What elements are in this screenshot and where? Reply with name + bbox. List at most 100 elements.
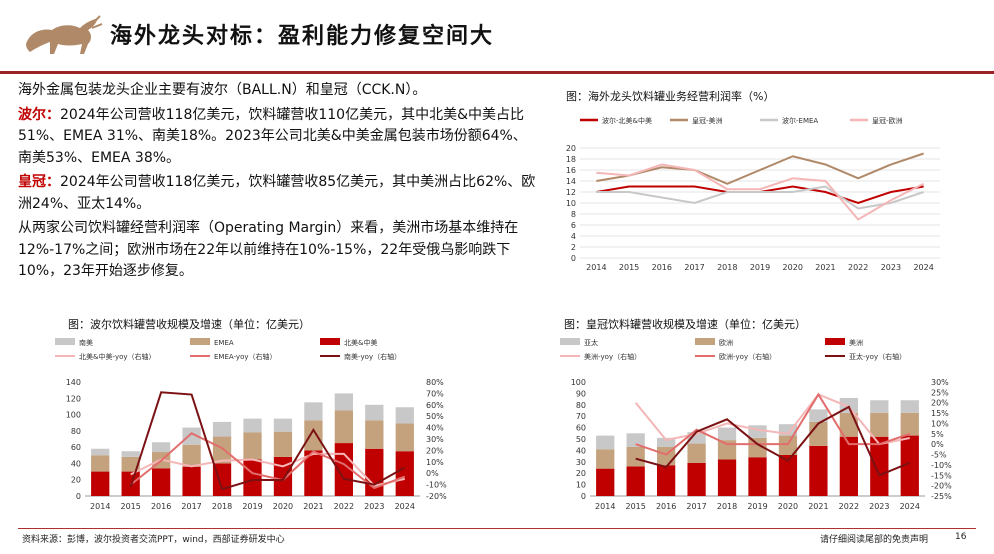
- header: 海外龙头对标：盈利能力修复空间大: [0, 0, 994, 70]
- bar-segment: [870, 400, 889, 413]
- y2-tick-label: 0%: [426, 469, 439, 478]
- y2-tick-label: 15%: [931, 409, 949, 418]
- y-tick-label: 60: [71, 443, 81, 452]
- bar-segment: [304, 420, 323, 451]
- x-tick-label: 2020: [778, 502, 798, 511]
- series-line: [596, 152, 924, 185]
- legend-label: 北美&中美-yoy（右轴）: [79, 352, 156, 361]
- x-tick-label: 2021: [815, 263, 835, 272]
- y2-tick-label: -20%: [931, 482, 952, 491]
- yoy-line: [130, 452, 405, 487]
- bar-segment: [778, 424, 798, 436]
- legend-label: 波尔-EMEA: [782, 116, 818, 125]
- x-tick-label: 2022: [839, 502, 859, 511]
- bar-segment: [273, 418, 293, 432]
- bar-segment: [687, 443, 706, 463]
- bar-segment: [748, 425, 767, 438]
- x-tick-label: 2017: [686, 502, 706, 511]
- y2-tick-label: 25%: [931, 388, 949, 397]
- para-margin: 从两家公司饮料罐经营利润率（Operating Margin）来看，美洲市场基本…: [18, 220, 519, 279]
- y2-tick-label: -20%: [426, 492, 447, 501]
- y2-tick-label: 20%: [426, 446, 444, 455]
- bar-segment: [900, 435, 919, 496]
- y-tick-label: 40: [576, 446, 586, 455]
- bar-segment: [91, 448, 110, 456]
- y2-tick-label: -10%: [426, 481, 447, 490]
- x-tick-label: 2018: [717, 502, 737, 511]
- legend-label: 波尔-北美&中美: [602, 116, 652, 125]
- y-tick-label: 10: [566, 199, 576, 208]
- bar-segment: [778, 454, 798, 496]
- y2-tick-label: 10%: [426, 458, 444, 467]
- chart3-title: 图：皇冠饮料罐营收规模及增速（单位：亿美元）: [564, 318, 806, 331]
- legend-label: EMEA: [214, 339, 234, 347]
- x-tick-label: 2023: [881, 263, 901, 272]
- bar-segment: [121, 456, 140, 472]
- ball-lead: 波尔：: [18, 106, 60, 123]
- title-divider: [0, 71, 994, 74]
- bar-segment: [182, 444, 201, 467]
- x-tick-label: 2020: [783, 263, 803, 272]
- x-tick-label: 2017: [181, 502, 201, 511]
- bar-segment: [596, 449, 615, 469]
- legend-label: 亚太: [584, 338, 598, 347]
- y2-tick-label: 30%: [426, 435, 444, 444]
- legend-label: 亚太-yoy（右轴）: [849, 352, 906, 361]
- legend-label: 欧洲: [719, 338, 733, 347]
- summary-text: 海外金属包装龙头企业主要有波尔（BALL.N）和皇冠（CCK.N）。 波尔：20…: [18, 80, 538, 286]
- legend-label: 南美-yoy（右轴）: [344, 352, 401, 361]
- y-tick-label: 20: [566, 144, 576, 153]
- y-tick-label: 120: [66, 394, 81, 403]
- yoy-line: [129, 391, 406, 491]
- chart2-title: 图：波尔饮料罐营收规模及增速（单位：亿美元）: [68, 318, 310, 331]
- bar-segment: [717, 459, 737, 496]
- legend-swatch: [190, 338, 210, 345]
- legend-label: 美洲-yoy（右轴）: [584, 352, 641, 361]
- y2-tick-label: 40%: [426, 424, 444, 433]
- bar-segment: [152, 442, 171, 453]
- y-tick-label: 12: [566, 188, 576, 197]
- legend-label: 北美&中美: [344, 338, 377, 347]
- y2-tick-label: 10%: [931, 419, 949, 428]
- y2-tick-label: -10%: [931, 461, 952, 470]
- series-line: [596, 185, 924, 210]
- y-tick-label: 8: [571, 210, 576, 219]
- x-tick-label: 2020: [273, 502, 293, 511]
- bar-segment: [657, 437, 676, 447]
- series-line: [596, 163, 925, 221]
- bar-segment: [304, 450, 323, 496]
- bar-segment: [334, 443, 353, 496]
- bar-segment: [687, 462, 706, 496]
- bar-segment: [273, 456, 293, 496]
- y-tick-label: 80: [576, 401, 586, 410]
- x-tick-label: 2022: [334, 502, 354, 511]
- y-tick-label: 14: [566, 177, 576, 186]
- bar-segment: [900, 400, 919, 413]
- legend-label: 皇冠-美洲: [692, 116, 723, 125]
- y-tick-label: 0: [581, 492, 586, 501]
- bar-segment: [91, 471, 110, 496]
- bar-segment: [395, 423, 414, 452]
- bar-segment: [243, 418, 262, 433]
- bar-segment: [717, 440, 737, 460]
- margin-line-chart: 波尔-北美&中美 皇冠-美洲 波尔-EMEA 皇冠-欧洲 0 2 4 6 8 10 12 14 16 18…: [566, 116, 940, 272]
- x-tick-label: 2019: [242, 502, 262, 511]
- bar-segment: [152, 468, 171, 496]
- y-tick-label: 16: [566, 166, 576, 175]
- y2-tick-label: 30%: [931, 378, 949, 387]
- legend-swatch: [560, 338, 580, 345]
- chart1-title: 图：海外龙头饮料罐业务经营利润率（%）: [566, 90, 775, 103]
- y2-tick-label: 0%: [931, 440, 944, 449]
- bar-segment: [182, 427, 201, 445]
- x-tick-label: 2014: [90, 502, 110, 511]
- bar-segment: [626, 446, 645, 467]
- bar-segment: [748, 437, 767, 458]
- y2-tick-label: 70%: [426, 389, 444, 398]
- bar-segment: [395, 451, 414, 496]
- bar-segment: [596, 435, 615, 450]
- x-tick-label: 2021: [303, 502, 323, 511]
- y2-tick-label: 5%: [931, 430, 944, 439]
- bar-segment: [687, 432, 706, 444]
- x-tick-label: 2015: [626, 502, 646, 511]
- bar-segment: [365, 404, 384, 421]
